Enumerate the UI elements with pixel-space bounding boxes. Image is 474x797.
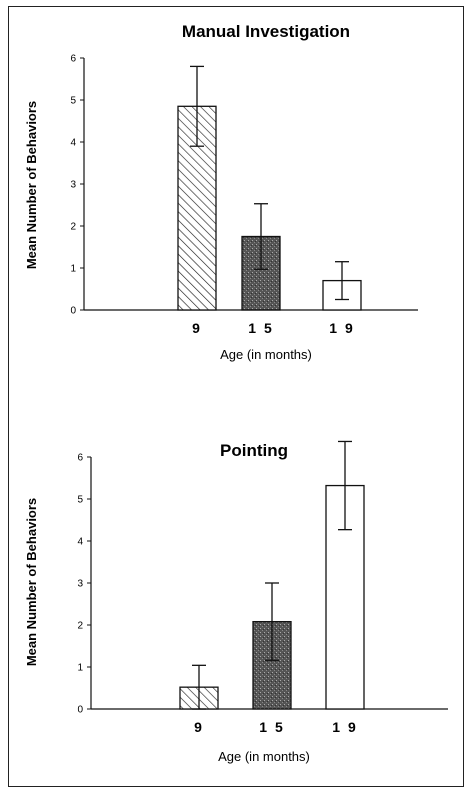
chart1-y-axis-label: Mean Number of Behaviors [24,101,39,269]
chart2-error-bar-9 [192,664,206,710]
chart1-category-label-9: 9 [192,320,202,336]
chart2-plot: 0 1 2 3 4 5 6 9 1 5 1 9 [77,440,448,735]
chart2-category-label-15: 1 5 [259,719,284,735]
chart2-x-axis-label: Age (in months) [218,749,310,764]
chart2-y-tick-label: 1 [77,663,83,674]
chart2-title: Pointing [220,441,288,460]
chart1-y-tick-label: 0 [70,306,76,317]
chart1-y-tick-label: 2 [70,222,76,233]
chart2-error-bar-19 [338,440,352,531]
chart1-category-label-15: 1 5 [248,320,273,336]
chart1-y-tick-label: 1 [70,264,76,275]
chart1-plot: 0 1 2 3 4 5 6 9 1 5 1 9 [70,54,418,336]
chart1-title: Manual Investigation [182,22,350,41]
chart1-y-tick-label: 5 [70,96,76,107]
figure-frame [8,6,464,787]
chart2-y-tick-label: 3 [77,579,83,590]
chart2-y-axis-label: Mean Number of Behaviors [24,498,39,666]
chart1-error-bar-15 [254,203,268,270]
chart1-error-bar-9 [190,65,204,147]
chart2-category-label-19: 1 9 [332,719,357,735]
chart2-category-label-9: 9 [194,719,204,735]
chart2-error-bar-15 [265,582,279,661]
chart2-y-tick-label: 2 [77,621,83,632]
chart1-y-tick-label: 6 [70,54,76,65]
chart1-y-tick-label: 4 [70,138,76,149]
chart1-x-axis-label: Age (in months) [220,347,312,362]
chart2-y-tick-label: 0 [77,705,83,716]
chart1-category-label-19: 1 9 [329,320,354,336]
chart1-y-tick-label: 3 [70,180,76,191]
chart1-error-bar-19 [335,261,349,301]
chart2-y-tick-label: 6 [77,453,83,464]
chart2-y-tick-label: 4 [77,537,83,548]
chart2-y-tick-label: 5 [77,495,83,506]
